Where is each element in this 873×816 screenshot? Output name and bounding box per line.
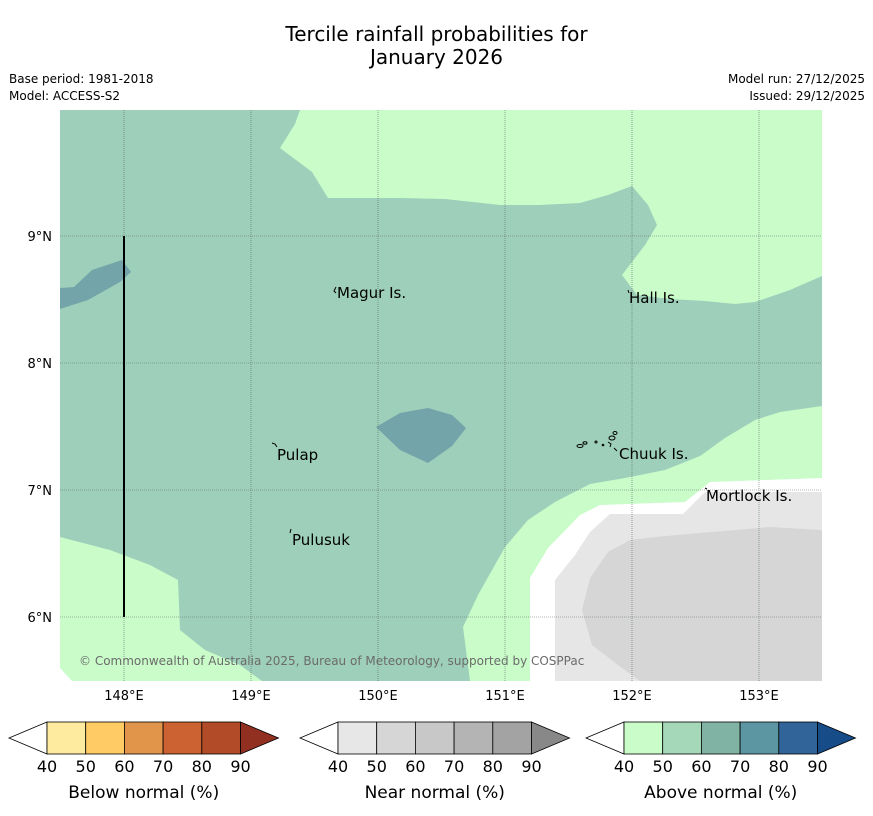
chuuk-island-markers	[576, 431, 618, 452]
colorbar-tick-label: 90	[230, 757, 250, 776]
place-label-mortlock: Mortlock Is.	[706, 487, 792, 505]
lat-tick-label: 7°N	[28, 484, 53, 499]
colorbar-segment	[376, 721, 416, 755]
colorbar-low-extension	[7, 721, 48, 755]
lon-tick-label: 149°E	[231, 689, 271, 704]
colorbar-high-extension	[240, 721, 280, 755]
colorbar-segment	[162, 721, 203, 755]
colorbar-segment	[46, 721, 87, 755]
model-text: Model: ACCESS-S2	[9, 89, 121, 103]
colorbar-high-extension	[817, 721, 857, 755]
colorbar-segment	[337, 721, 378, 755]
lon-tick-label: 151°E	[485, 689, 525, 704]
region-above-40-50-southwest	[60, 537, 262, 681]
lon-tick-label: 152°E	[612, 689, 652, 704]
colorbar-tick-label: 50	[653, 757, 673, 776]
colorbar-tick-label: 70	[153, 757, 173, 776]
colorbar-segment	[662, 721, 702, 755]
colorbar-segment	[85, 721, 125, 755]
colorbar-above-normal: 40 50 60 70 80 90 Above normal (%)	[584, 721, 857, 803]
colorbar-segment	[124, 721, 164, 755]
issued-text: Issued: 29/12/2025	[749, 89, 865, 103]
probability-map	[60, 110, 822, 681]
colorbar-segment	[701, 721, 741, 755]
colorbar-segment	[623, 721, 664, 755]
place-label-magur: Magur Is.	[337, 284, 406, 302]
region-near-50-60	[582, 527, 822, 681]
colorbar-segment	[739, 721, 780, 755]
map-title-line1: Tercile rainfall probabilities for	[285, 22, 588, 46]
colorbar-below-normal: 40 50 60 70 80 90 Below normal (%)	[7, 721, 280, 803]
region-above-60-70-west	[60, 260, 131, 309]
colorbar-tick-label: 80	[483, 757, 503, 776]
colorbar-tick-label: 60	[691, 757, 711, 776]
base-period-text: Base period: 1981-2018	[9, 72, 154, 86]
island-markers	[271, 286, 708, 534]
place-label-chuuk: Chuuk Is.	[619, 445, 688, 463]
colorbar-tick-label: 40	[328, 757, 348, 776]
longitude-ticks: 148°E 149°E 150°E 151°E 152°E 153°E	[104, 689, 779, 704]
colorbar-segment	[492, 721, 532, 755]
colorbar-tick-label: 50	[367, 757, 387, 776]
colorbar-near-normal: 40 50 60 70 80 90 Near normal (%)	[298, 721, 571, 803]
hall-island-marker	[627, 289, 630, 294]
map-title-line2: January 2026	[369, 45, 504, 69]
lat-tick-label: 6°N	[28, 611, 53, 626]
colorbar-tick-label: 50	[76, 757, 96, 776]
region-above-60-70-central	[376, 408, 466, 463]
colorbar-tick-label: 80	[769, 757, 789, 776]
colorbar-low-extension	[298, 721, 339, 755]
colorbar-tick-label: 60	[405, 757, 425, 776]
colorbar-tick-label: 40	[37, 757, 57, 776]
place-label-pulusuk: Pulusuk	[292, 531, 350, 549]
place-label-hall: Hall Is.	[629, 289, 680, 307]
colorbar-segment	[778, 721, 818, 755]
colorbar-tick-label: 90	[807, 757, 827, 776]
colorbar-tick-label: 90	[521, 757, 541, 776]
pulusuk-island-marker	[289, 528, 292, 534]
lat-tick-label: 9°N	[28, 230, 53, 245]
colorbar-title: Below normal (%)	[68, 783, 219, 803]
place-label-pulap: Pulap	[277, 446, 318, 464]
lon-tick-label: 148°E	[104, 689, 144, 704]
model-run-text: Model run: 27/12/2025	[727, 72, 865, 86]
colorbar-low-extension	[584, 721, 625, 755]
region-no-dominant-corner	[60, 668, 72, 681]
region-above-40-50-north	[60, 110, 822, 304]
latitude-ticks: 9°N 8°N 7°N 6°N	[28, 230, 53, 626]
pulap-island-marker	[271, 442, 278, 448]
gridlines	[60, 110, 822, 681]
meta-right: Model run: 27/12/2025 Issued: 29/12/2025	[728, 71, 865, 105]
colorbar-tick-label: 80	[192, 757, 212, 776]
colorbar-tick-label: 40	[614, 757, 634, 776]
mortlock-island-marker	[704, 487, 708, 490]
copyright-text: © Commonwealth of Australia 2025, Bureau…	[79, 654, 584, 668]
colorbar-high-extension	[531, 721, 571, 755]
colorbar-segment	[201, 721, 241, 755]
colorbar-tick-label: 70	[444, 757, 464, 776]
magur-island-marker	[333, 286, 337, 294]
colorbar-segment	[414, 721, 455, 755]
colorbar-title: Near normal (%)	[365, 783, 505, 803]
colorbar-tick-label: 70	[730, 757, 750, 776]
colorbar-segment	[453, 721, 494, 755]
colorbars: 40 50 60 70 80 90 Below normal (%) 40 50 60 70 80 90…	[7, 721, 857, 803]
meta-left: Base period: 1981-2018 Model: ACCESS-S2	[9, 71, 154, 105]
lon-tick-label: 150°E	[358, 689, 398, 704]
colorbar-title: Above normal (%)	[644, 783, 797, 803]
colorbar-tick-label: 60	[114, 757, 134, 776]
lon-tick-label: 153°E	[739, 689, 779, 704]
lat-tick-label: 8°N	[28, 357, 53, 372]
